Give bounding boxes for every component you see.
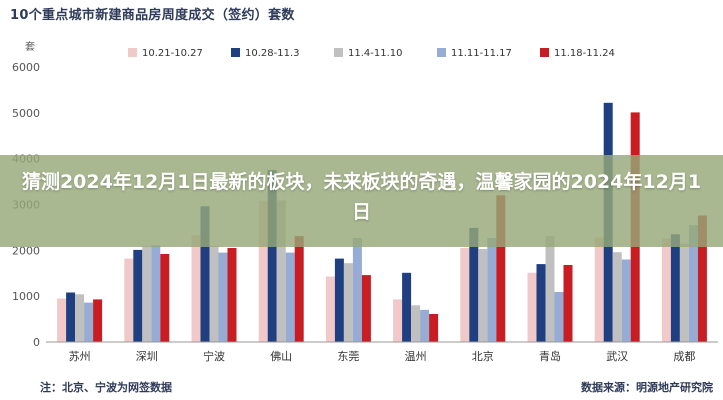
- bar: [209, 245, 219, 343]
- legend-label: 10.21-10.27: [142, 48, 203, 59]
- bar: [496, 195, 506, 342]
- bar: [200, 206, 210, 342]
- x-tick-label: 东莞: [337, 350, 359, 363]
- bar: [124, 258, 134, 342]
- x-tick-label: 成都: [673, 350, 695, 363]
- legend-swatch: [540, 48, 549, 57]
- bar: [670, 234, 680, 342]
- bar: [594, 237, 604, 342]
- legend-label: 10.28-11.3: [245, 48, 300, 59]
- bar: [697, 215, 707, 342]
- chart-title: 10个重点城市新建商品房周度成交（签约）套数: [10, 8, 295, 23]
- y-tick-label: 1000: [12, 290, 40, 303]
- y-axis-unit-label: 套: [25, 40, 35, 53]
- bar: [563, 265, 573, 342]
- x-tick-label: 苏州: [69, 350, 91, 363]
- bar: [460, 248, 470, 342]
- x-tick-label: 武汉: [606, 350, 628, 363]
- bar: [142, 246, 152, 342]
- bar: [258, 200, 268, 342]
- bar: [133, 249, 143, 342]
- bar: [191, 235, 201, 342]
- x-tick-label: 青岛: [539, 349, 561, 363]
- bar: [75, 294, 85, 342]
- legend-label: 11.18-11.24: [554, 48, 615, 59]
- legend-swatch: [437, 48, 446, 57]
- y-tick-label: 5000: [12, 107, 40, 120]
- y-tick-label: 6000: [12, 61, 40, 74]
- bar: [267, 170, 277, 342]
- bar: [612, 252, 622, 342]
- bar: [285, 252, 295, 342]
- y-tick-label: 0: [33, 336, 40, 349]
- bar: [57, 298, 67, 342]
- bar: [93, 299, 103, 342]
- bar: [393, 299, 403, 342]
- x-tick-label: 深圳: [136, 350, 158, 363]
- x-tick-label: 宁波: [203, 349, 225, 363]
- legend-swatch: [334, 48, 343, 57]
- legend: 10.21-10.27 10.28-11.3 11.4-11.10 11.11-11.…: [128, 48, 615, 59]
- x-tick-label: 温州: [405, 350, 427, 363]
- bar: [469, 227, 479, 342]
- bar: [420, 309, 430, 342]
- bar: [527, 272, 537, 342]
- bar: [66, 292, 76, 342]
- x-tick-label: 北京: [472, 349, 494, 363]
- data-source: 数据来源：明源地产研究院: [581, 381, 713, 394]
- bar: [352, 238, 362, 342]
- bar: [227, 248, 237, 342]
- overlay-headline: 猜测2024年12月1日最新的板块，未来板块的奇遇，温馨家园的2024年12月1…: [21, 171, 702, 223]
- legend-label: 11.11-11.17: [451, 48, 512, 59]
- footnote: 注：北京、宁波为网签数据: [40, 381, 172, 394]
- bar: [276, 200, 286, 342]
- legend-swatch: [231, 48, 240, 57]
- x-tick-label: 佛山: [270, 350, 292, 363]
- bar: [487, 238, 497, 342]
- bar: [402, 272, 412, 342]
- bar: [343, 263, 353, 342]
- y-tick-label: 2000: [12, 244, 40, 257]
- bar: [536, 264, 546, 342]
- bar: [361, 275, 371, 342]
- bar: [545, 236, 555, 342]
- bar: [151, 245, 161, 342]
- bar: [688, 225, 698, 342]
- bar: [334, 258, 344, 342]
- bar: [411, 305, 421, 342]
- bar: [661, 238, 671, 342]
- bar: [294, 236, 304, 342]
- bar: [554, 292, 564, 342]
- legend-swatch: [128, 48, 137, 57]
- bar: [679, 243, 689, 342]
- bar: [478, 249, 488, 342]
- bar: [621, 259, 631, 342]
- bar: [84, 302, 94, 342]
- overlay-band: [0, 155, 723, 247]
- x-axis-ticks: 苏州 深圳 宁波 佛山 东莞 温州 北京 青岛 武汉 成都: [69, 349, 696, 363]
- bar: [160, 254, 170, 342]
- bar: [429, 314, 439, 342]
- bar: [325, 276, 335, 342]
- legend-label: 11.4-11.10: [348, 48, 403, 59]
- bar: [218, 252, 228, 342]
